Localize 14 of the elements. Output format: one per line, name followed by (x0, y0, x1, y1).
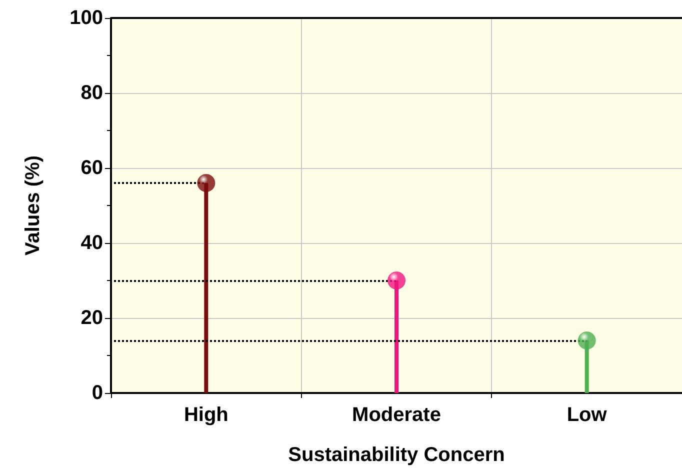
x-tick-label: Low (566, 404, 608, 426)
point (197, 174, 216, 192)
y-tick-label: 80 (80, 82, 103, 104)
y-tick-label: 20 (80, 307, 103, 329)
y-tick-label: 40 (80, 232, 103, 254)
point (388, 272, 406, 290)
x-axis-title: Sustainability Concern (288, 444, 505, 466)
y-axis-title: Values (%) (22, 155, 44, 256)
y-tick-label: 0 (92, 382, 103, 404)
y-tick-label: 100 (70, 7, 103, 29)
x-tick-label: High (184, 404, 228, 426)
point (578, 332, 596, 350)
x-tick-label: Moderate (352, 404, 441, 426)
y-tick-label: 60 (80, 157, 103, 179)
